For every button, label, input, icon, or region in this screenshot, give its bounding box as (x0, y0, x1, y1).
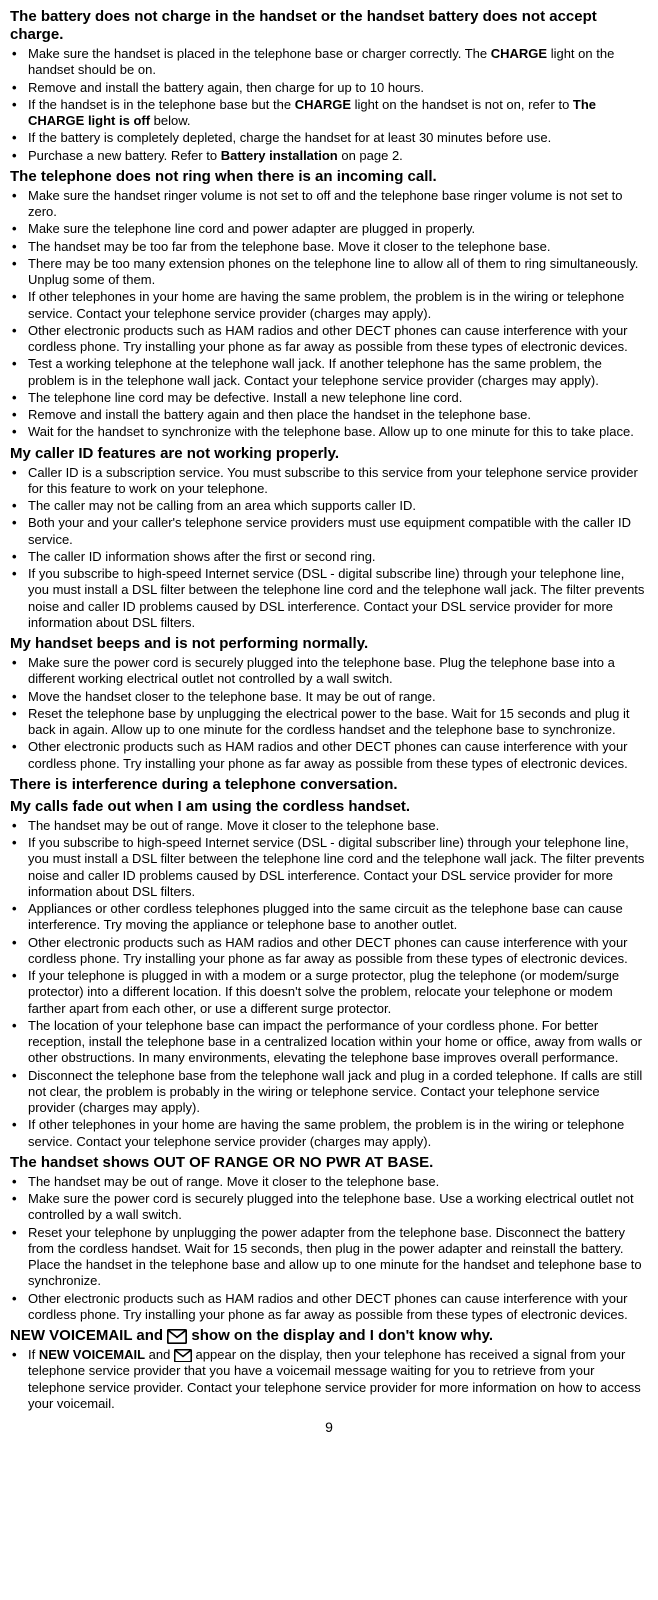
list-item: The handset may be out of range. Move it… (10, 1174, 648, 1190)
list-item: If NEW VOICEMAIL and appear on the displ… (10, 1347, 648, 1412)
troubleshooting-page: The battery does not charge in the hands… (10, 8, 648, 1412)
section-title: My handset beeps and is not performing n… (10, 635, 648, 653)
list-item: If other telephones in your home are hav… (10, 1117, 648, 1150)
section-title: My caller ID features are not working pr… (10, 445, 648, 463)
list-item: The caller ID information shows after th… (10, 549, 648, 565)
section-title: The battery does not charge in the hands… (10, 8, 648, 44)
list-item: Move the handset closer to the telephone… (10, 689, 648, 705)
page-number: 9 (10, 1418, 648, 1436)
list-item: If you subscribe to high-speed Internet … (10, 835, 648, 900)
list-item: Make sure the power cord is securely plu… (10, 655, 648, 688)
list-item: The handset may be out of range. Move it… (10, 818, 648, 834)
list-item: Remove and install the battery again and… (10, 407, 648, 423)
bullet-list: The handset may be out of range. Move it… (10, 1174, 648, 1323)
list-item: Appliances or other cordless telephones … (10, 901, 648, 934)
list-item: Remove and install the battery again, th… (10, 80, 648, 96)
list-item: Other electronic products such as HAM ra… (10, 739, 648, 772)
list-item: Other electronic products such as HAM ra… (10, 323, 648, 356)
bullet-list: Make sure the handset ringer volume is n… (10, 188, 648, 441)
list-item: Make sure the power cord is securely plu… (10, 1191, 648, 1224)
list-item: There may be too many extension phones o… (10, 256, 648, 289)
list-item: Wait for the handset to synchronize with… (10, 424, 648, 440)
list-item: If your telephone is plugged in with a m… (10, 968, 648, 1017)
list-item: The location of your telephone base can … (10, 1018, 648, 1067)
list-item: Reset your telephone by unplugging the p… (10, 1225, 648, 1290)
bullet-list: Make sure the handset is placed in the t… (10, 46, 648, 164)
list-item: Both your and your caller's telephone se… (10, 515, 648, 548)
list-item: Disconnect the telephone base from the t… (10, 1068, 648, 1117)
section-title: There is interference during a telephone… (10, 776, 648, 794)
bullet-list: Caller ID is a subscription service. You… (10, 465, 648, 632)
bullet-list: If NEW VOICEMAIL and appear on the displ… (10, 1347, 648, 1412)
section-title: My calls fade out when I am using the co… (10, 798, 648, 816)
list-item: Make sure the handset ringer volume is n… (10, 188, 648, 221)
section-title: The handset shows OUT OF RANGE OR NO PWR… (10, 1154, 648, 1172)
bullet-list: The handset may be out of range. Move it… (10, 818, 648, 1150)
bullet-list: Make sure the power cord is securely plu… (10, 655, 648, 772)
section-title: NEW VOICEMAIL and show on the display an… (10, 1327, 648, 1345)
list-item: Caller ID is a subscription service. You… (10, 465, 648, 498)
list-item: Make sure the handset is placed in the t… (10, 46, 648, 79)
section-title: The telephone does not ring when there i… (10, 168, 648, 186)
list-item: If the battery is completely depleted, c… (10, 130, 648, 146)
list-item: Reset the telephone base by unplugging t… (10, 706, 648, 739)
list-item: Test a working telephone at the telephon… (10, 356, 648, 389)
list-item: If other telephones in your home are hav… (10, 289, 648, 322)
list-item: Other electronic products such as HAM ra… (10, 935, 648, 968)
list-item: If the handset is in the telephone base … (10, 97, 648, 130)
list-item: Make sure the telephone line cord and po… (10, 221, 648, 237)
list-item: If you subscribe to high-speed Internet … (10, 566, 648, 631)
list-item: The handset may be too far from the tele… (10, 239, 648, 255)
list-item: The caller may not be calling from an ar… (10, 498, 648, 514)
list-item: Purchase a new battery. Refer to Battery… (10, 148, 648, 164)
list-item: The telephone line cord may be defective… (10, 390, 648, 406)
list-item: Other electronic products such as HAM ra… (10, 1291, 648, 1324)
